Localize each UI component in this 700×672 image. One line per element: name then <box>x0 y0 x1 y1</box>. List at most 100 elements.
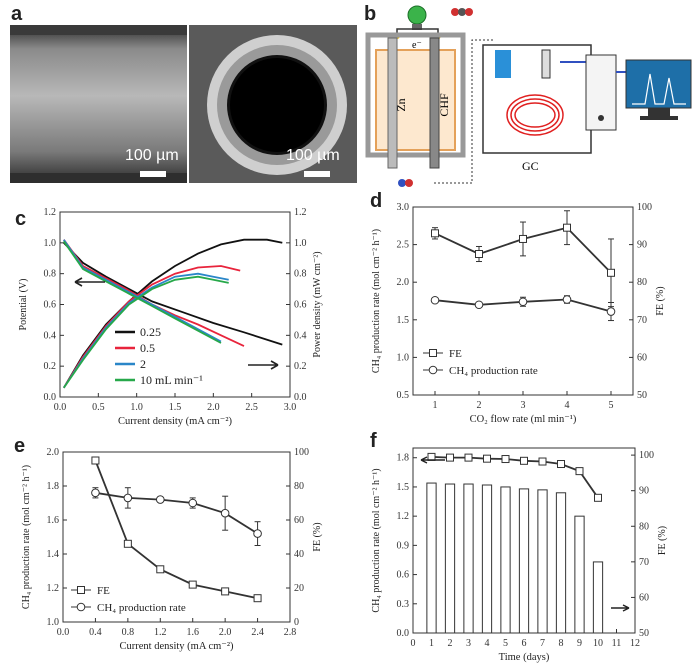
y-tick-label-right: 50 <box>639 628 649 639</box>
x-tick-label: 2.8 <box>284 627 297 638</box>
data-point <box>253 529 262 538</box>
legend-label-1: 0.5 <box>140 341 155 355</box>
y-tick-label-right: 90 <box>639 486 649 497</box>
y-axis-label-left: Potential (V) <box>18 279 29 331</box>
x-tick-label: 3 <box>466 638 471 649</box>
arrow-left-axis-icon <box>74 277 105 287</box>
y-tick-label-right: 0 <box>294 617 299 628</box>
bar-3 <box>463 483 474 634</box>
y-tick-label-left: 1.2 <box>397 511 410 522</box>
data-point <box>519 234 527 243</box>
y-axis-label-right: FE (%) <box>655 286 666 315</box>
zn-label: Zn <box>394 98 408 111</box>
y-tick-label-left: 0.0 <box>397 628 410 639</box>
data-point <box>607 268 615 277</box>
data-point <box>430 295 440 305</box>
x-tick-label: 5 <box>609 400 614 411</box>
data-point <box>606 307 616 316</box>
x-tick-label: 2.0 <box>207 402 220 413</box>
setup-schematic: Zn CHF e⁻ GC <box>365 5 692 187</box>
y-tick-label-left: 1.0 <box>397 352 410 363</box>
x-tick-label: 0.8 <box>122 627 135 638</box>
x-axis-label: Current density (mA cm⁻²) <box>118 416 232 427</box>
x-tick-label: 2.0 <box>219 627 232 638</box>
bar-1 <box>426 482 437 634</box>
power-curve-0 <box>63 238 283 389</box>
y-tick-label-right: 1.0 <box>294 238 307 249</box>
x-tick-label: 0.0 <box>57 627 70 638</box>
x-tick-label: 9 <box>577 638 582 649</box>
x-tick-label: 0.5 <box>92 402 105 413</box>
legend-marker-1 <box>428 365 438 375</box>
x-axis-label: Time (days) <box>499 652 550 663</box>
y-tick-label-right: 0.2 <box>294 361 307 372</box>
y-tick-label-right: 90 <box>637 240 647 251</box>
x-axis-label: Current density (mA cm⁻²) <box>120 641 234 652</box>
y-tick-label-right: 70 <box>637 315 647 326</box>
sem-image-fiber-cross-section <box>189 25 357 183</box>
bar-7 <box>537 489 548 634</box>
y-axis-label-left: CH₄ production rate (mol cm⁻² h⁻¹) <box>371 468 382 612</box>
electron-label: e⁻ <box>412 40 422 51</box>
potential-curve-2 <box>63 239 222 343</box>
y-tick-label-right: 80 <box>639 521 649 532</box>
y-tick-label-left: 1.6 <box>47 515 60 526</box>
y-tick-label-right: 60 <box>294 515 304 526</box>
data-point <box>123 493 133 503</box>
x-tick-label: 0 <box>411 638 416 649</box>
data-point <box>156 565 165 574</box>
legend-label-0: 0.25 <box>140 325 161 339</box>
scalebar-a2 <box>304 171 330 177</box>
y-tick-label-right: 0.6 <box>294 300 307 311</box>
y-axis-label-left: CH₄ production rate (mol cm⁻² h⁻¹) <box>371 229 382 373</box>
fe-point <box>538 457 547 466</box>
y-tick-label-left: 1.2 <box>44 207 57 218</box>
cell-outer-frame <box>365 32 466 158</box>
y-tick-label-left: 1.5 <box>397 315 410 326</box>
legend-label-1: CH₄ production rate <box>449 365 538 377</box>
x-tick-label: 5 <box>503 638 508 649</box>
fe-point <box>501 455 510 464</box>
fe-point <box>464 453 473 462</box>
chart-d-flow-rate: 1 2 3 4 5 0.5 1.0 1.5 2.0 2.5 3.0 50 60 70 80 90 100 CO₂ … <box>371 202 666 425</box>
monitor-icon <box>625 59 692 109</box>
data-point <box>123 539 132 548</box>
y-tick-label-left: 0.4 <box>44 330 57 341</box>
fe-point <box>483 454 491 463</box>
y-tick-label-right: 70 <box>639 557 649 568</box>
arrow-right-axis-icon <box>248 360 279 370</box>
y-tick-label-right: 0.4 <box>294 330 307 341</box>
power-curve-1 <box>63 265 241 389</box>
x-tick-label: 6 <box>522 638 527 649</box>
fe-line <box>431 456 599 499</box>
gc-label: GC <box>522 159 539 173</box>
potential-curve-3 <box>63 240 222 344</box>
y-tick-label-left: 2.0 <box>397 277 410 288</box>
data-point <box>188 498 198 508</box>
y-tick-label-left: 0.6 <box>44 300 57 311</box>
data-point <box>188 580 197 589</box>
data-point <box>431 229 439 238</box>
data-point <box>474 300 484 310</box>
scalebar-label-a1: 100 µm <box>125 147 179 164</box>
x-tick-label: 11 <box>612 638 622 649</box>
scalebar-a1 <box>140 171 166 177</box>
x-tick-label: 1.5 <box>169 402 182 413</box>
y-tick-label-right: 80 <box>637 277 647 288</box>
legend-label-2: 2 <box>140 357 146 371</box>
scalebar-label-a2: 100 µm <box>286 147 340 164</box>
legend-marker-0 <box>77 586 85 594</box>
y-tick-label-left: 0.5 <box>397 390 410 401</box>
bar-9 <box>574 515 585 634</box>
legend-marker-1 <box>76 602 86 612</box>
legend-marker-0 <box>429 349 437 357</box>
x-tick-label: 4 <box>485 638 490 649</box>
y-tick-label-right: 60 <box>639 592 649 603</box>
y-tick-label-left: 1.4 <box>47 549 60 560</box>
x-tick-label: 2 <box>448 638 453 649</box>
y-tick-label-right: 80 <box>294 481 304 492</box>
x-tick-label: 8 <box>559 638 564 649</box>
data-point <box>155 495 165 504</box>
y-tick-label-left: 0.2 <box>44 361 57 372</box>
y-tick-label-right: 40 <box>294 549 304 560</box>
